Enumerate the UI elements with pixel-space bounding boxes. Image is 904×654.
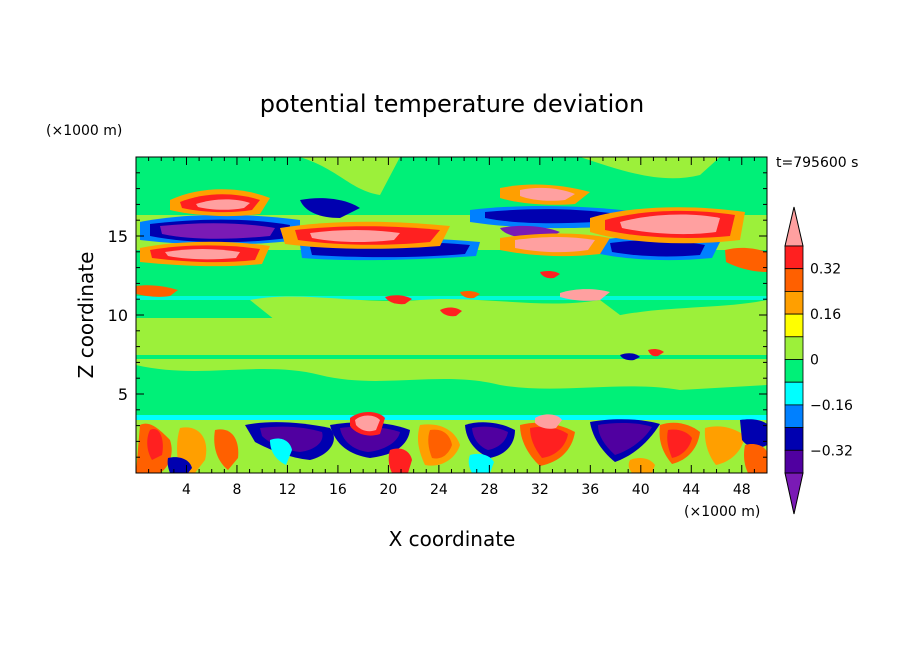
x-tick-label: 20 xyxy=(379,482,397,498)
colorbar-band xyxy=(784,268,804,292)
contour-field xyxy=(136,157,767,473)
colorbar: 0.32 0.16 0 −0.16 −0.32 xyxy=(784,206,853,515)
colorbar-label: −0.16 xyxy=(810,398,853,414)
y-axis-label: Z coordinate xyxy=(74,252,98,379)
colorbar-label: 0.16 xyxy=(810,307,841,323)
colorbar-band xyxy=(784,290,804,315)
colorbar-band xyxy=(784,359,804,383)
x-tick-label: 8 xyxy=(232,482,241,498)
x-axis-label: X coordinate xyxy=(389,527,516,551)
y-tick-label: 15 xyxy=(108,227,128,246)
colorbar-band xyxy=(784,313,804,338)
x-tick-label: 36 xyxy=(581,482,599,498)
x-tick-label: 12 xyxy=(279,482,297,498)
x-tick-label: 4 xyxy=(182,482,191,498)
x-tick-label: 32 xyxy=(531,482,549,498)
colorbar-band xyxy=(784,381,804,406)
x-unit-label: (×1000 m) xyxy=(684,504,760,520)
x-tick-label: 48 xyxy=(733,482,751,498)
colorbar-label: 0 xyxy=(810,353,819,369)
x-tick-label: 24 xyxy=(430,482,448,498)
x-tick-label: 16 xyxy=(329,482,347,498)
x-tick-label: 44 xyxy=(682,482,700,498)
colorbar-label: −0.32 xyxy=(810,443,853,459)
time-label: t=795600 s xyxy=(776,155,858,171)
colorbar-band xyxy=(784,449,804,474)
x-tick-label: 28 xyxy=(480,482,498,498)
colorbar-extend-bottom xyxy=(784,472,804,515)
colorbar-band xyxy=(784,404,804,428)
colorbar-extend-top xyxy=(784,206,804,247)
colorbar-label: 0.32 xyxy=(810,262,841,278)
x-tick-label: 40 xyxy=(632,482,650,498)
x-axis: 4 8 12 16 20 24 28 32 36 40 44 48 xyxy=(148,157,755,498)
y-tick-label: 10 xyxy=(108,306,128,325)
y-axis: 5 10 15 xyxy=(108,172,767,458)
colorbar-band xyxy=(784,245,804,270)
y-tick-label: 5 xyxy=(118,385,128,404)
y-unit-label: (×1000 m) xyxy=(46,123,122,139)
chart-title: potential temperature deviation xyxy=(260,90,644,118)
colorbar-band xyxy=(784,336,804,360)
colorbar-band xyxy=(784,427,804,451)
